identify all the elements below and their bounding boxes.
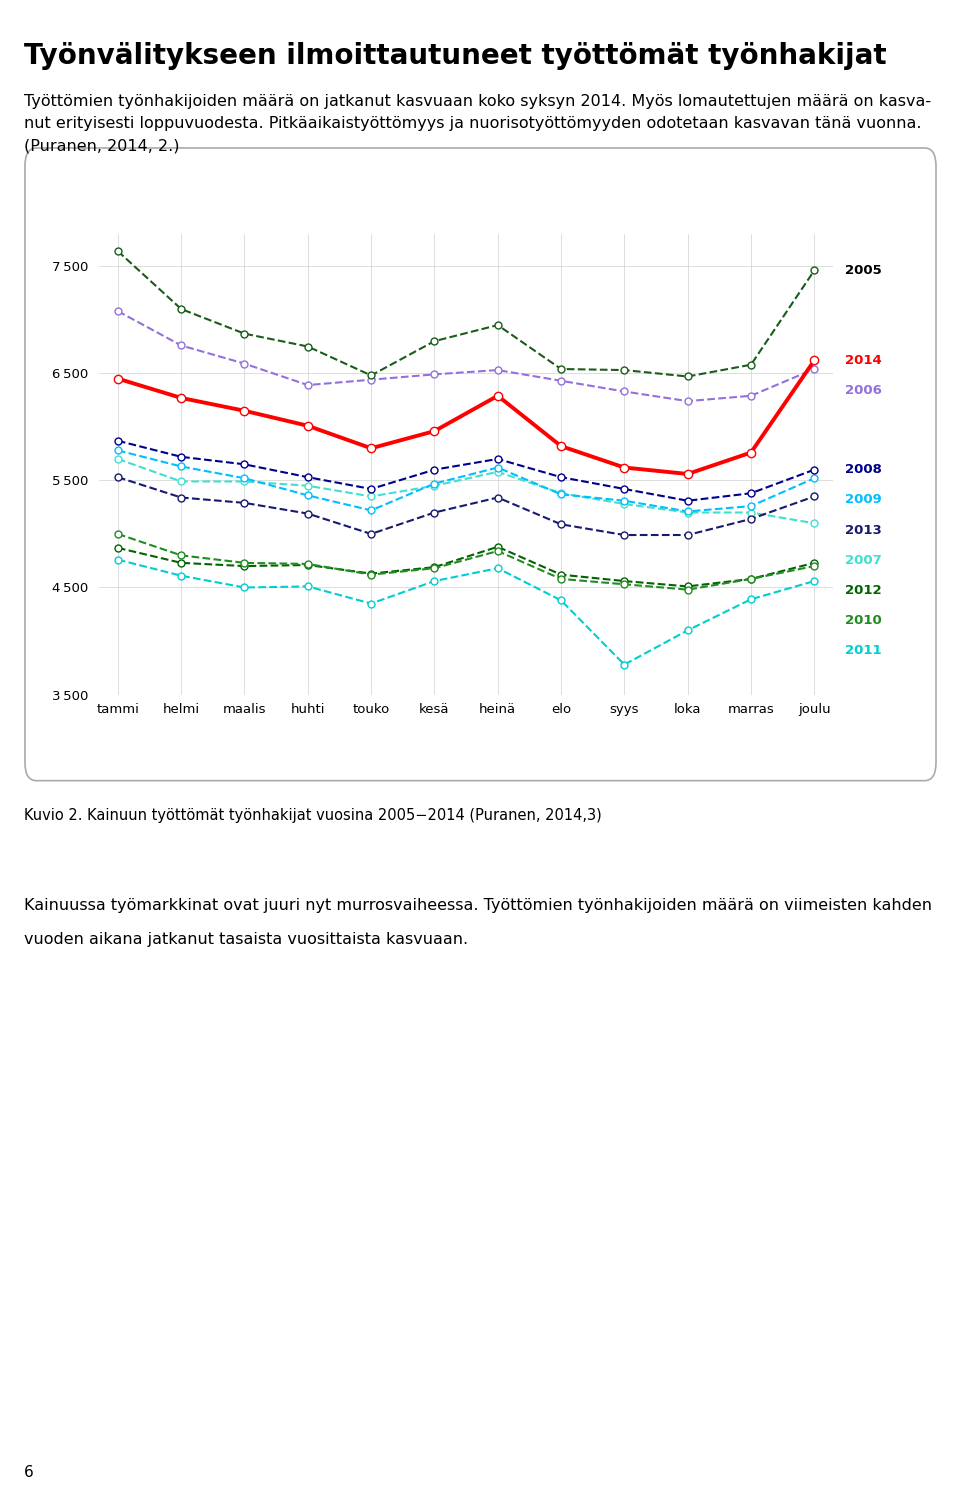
- Text: Kuvio 2. Kainuun työttömät työnhakijat vuosina 2005−2014 (Puranen, 2014,3): Kuvio 2. Kainuun työttömät työnhakijat v…: [24, 808, 602, 823]
- Text: 2007: 2007: [845, 554, 881, 566]
- Text: 2013: 2013: [845, 524, 881, 536]
- Text: 2009: 2009: [845, 494, 881, 506]
- Text: 2005: 2005: [845, 264, 881, 276]
- Text: 6: 6: [24, 1465, 34, 1480]
- Text: 2010: 2010: [845, 615, 881, 627]
- Text: 2014: 2014: [845, 353, 881, 367]
- Text: Työttömien työnhakijoiden määrä on jatkanut kasvuaan koko syksyn 2014. Myös loma: Työttömien työnhakijoiden määrä on jatka…: [24, 94, 931, 153]
- Text: 2011: 2011: [845, 645, 881, 657]
- Text: Kainuussa työmarkkinat ovat juuri nyt murrosvaiheessa. Työttömien työnhakijoiden: Kainuussa työmarkkinat ovat juuri nyt mu…: [24, 898, 932, 914]
- Text: 2008: 2008: [845, 464, 881, 476]
- Text: 2006: 2006: [845, 384, 881, 397]
- Text: vuoden aikana jatkanut tasaista vuosittaista kasvuaan.: vuoden aikana jatkanut tasaista vuositta…: [24, 932, 468, 947]
- Text: 2012: 2012: [845, 584, 881, 596]
- FancyBboxPatch shape: [25, 148, 936, 781]
- Text: Työnvälitykseen ilmoittautuneet työttömät työnhakijat: Työnvälitykseen ilmoittautuneet työttömä…: [24, 42, 887, 71]
